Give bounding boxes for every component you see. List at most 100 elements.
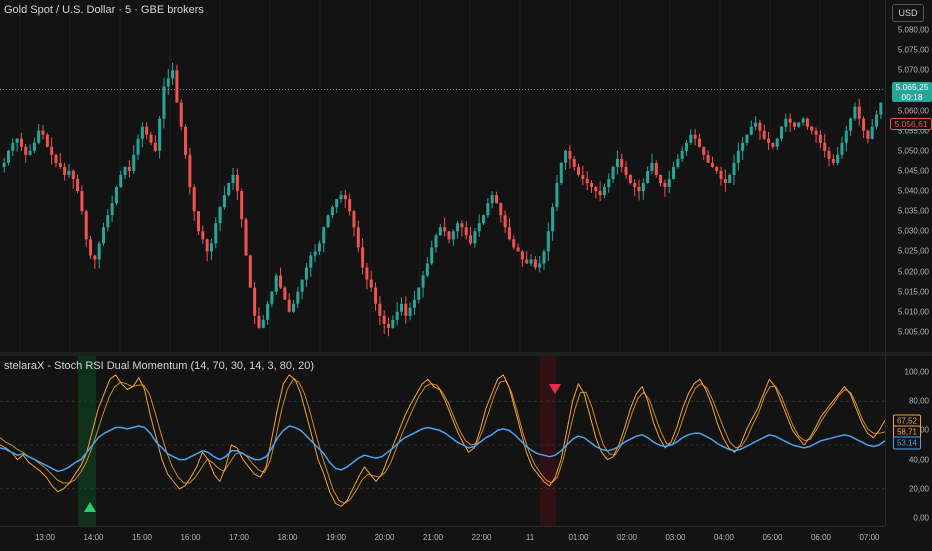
oscillator-pane[interactable]: stelaraX - Stoch RSI Dual Momentum (14, … [0,356,885,526]
candle-body [15,138,19,143]
candle-body [512,239,516,248]
candle-body [767,138,771,143]
price-axis-label: 5.035,00 [897,206,929,216]
candle-body [723,178,727,184]
candle-body [533,259,537,268]
price-axis[interactable]: 5.080,00 5.075,00 5.070,00 5.060,00 5.055,00… [885,0,932,526]
time-axis-label: 22:00 [471,533,492,542]
time-axis-label: 04:00 [713,533,735,542]
candle-body [196,211,201,232]
reference-price-tag: 5.056,61 [890,118,932,131]
time-axis-label: 03:00 [665,533,686,542]
candle-body [719,170,723,179]
candle-body [749,126,753,135]
candle-body [149,134,153,143]
candle-body [818,134,822,143]
candle-body [456,223,460,232]
candle-body [145,126,149,135]
price-axis-label: 5.025,00 [897,246,929,256]
oscillator-axis-label: 20,00 [908,484,929,494]
signal-highlight-band [540,356,556,526]
candle-body [801,118,805,123]
candle-body [76,178,80,192]
candle-body [646,170,650,184]
price-axis-label: 5.055,00 [897,126,929,136]
candle-body [676,158,680,167]
candle-body [192,187,196,212]
candle-body [473,231,477,244]
stoch-k-line [0,374,885,507]
price-axis-label: 5.080,00 [897,25,929,35]
candle-body [840,142,844,155]
candle-body [330,207,334,216]
candle-body [637,187,641,192]
candle-body [503,215,507,228]
candle-body [438,227,442,236]
candle-body [715,166,719,171]
candle-body [300,279,304,292]
candle-body [395,311,399,320]
candle-body [758,122,762,131]
candle-body [391,319,395,328]
candle-body [166,78,170,87]
candle-body [71,170,75,179]
candle-body [158,118,162,151]
candle-body [227,183,231,196]
candle-body [399,303,403,312]
price-chart-pane[interactable]: Gold Spot / U.S. Dollar · 5 · GBE broker… [0,0,885,352]
oscillator-axis-label: 100,00 [904,367,929,377]
candle-body [460,223,464,228]
time-axis-label: 20:00 [374,533,395,542]
candle-body [736,150,740,163]
price-axis-label: 5.015,00 [897,287,929,297]
price-axis-label: 5.030,00 [897,226,929,236]
candle-body [857,106,861,119]
candle-body [771,142,775,147]
candle-body [499,203,503,216]
candle-body [775,138,779,147]
candle-body [356,227,360,248]
candle-body [624,166,628,175]
candle-body [309,255,313,268]
indicator-title: stelaraX - Stoch RSI Dual Momentum (14, … [4,360,314,372]
candle-body [434,235,438,248]
time-axis-label: 17:00 [228,533,250,542]
candle-body [369,279,373,288]
candle-body [572,158,576,167]
candle-body [50,146,54,155]
candle-body [862,118,866,131]
candle-body [654,162,658,175]
candle-body [805,118,809,127]
candle-body [659,174,663,184]
candle-body [322,227,326,244]
price-axis-label: 5.075,00 [897,45,929,55]
candle-body [494,195,498,204]
candle-body [132,154,136,171]
candle-body [516,247,520,252]
candle-body [162,86,166,119]
candle-body [382,315,386,324]
candle-body [45,134,49,147]
candle-body [222,195,226,208]
candle-body [594,187,598,192]
candle-body [37,130,41,143]
pane-divider[interactable] [0,352,932,356]
candle-body [119,174,123,188]
time-axis[interactable]: 13:00 14:00 15:00 16:00 17:00 18:00 19:00 20:00… [0,526,885,551]
stoch-rsi-chart[interactable] [0,356,885,526]
candle-body [538,263,542,268]
candle-body [831,158,835,163]
candle-body [101,227,105,244]
candle-body [542,251,546,264]
last-price-value: 5.065,25 [895,82,929,93]
candle-body [296,291,300,304]
candle-body [879,102,883,115]
time-axis-label: 02:00 [616,533,638,542]
candle-body [430,247,434,264]
candlestick-chart[interactable] [0,0,885,352]
oscillator-axis-label: 40,00 [908,455,929,465]
candle-body [84,211,88,240]
currency-button[interactable]: USD [892,4,924,22]
candle-body [689,134,693,143]
candle-body [63,166,67,175]
